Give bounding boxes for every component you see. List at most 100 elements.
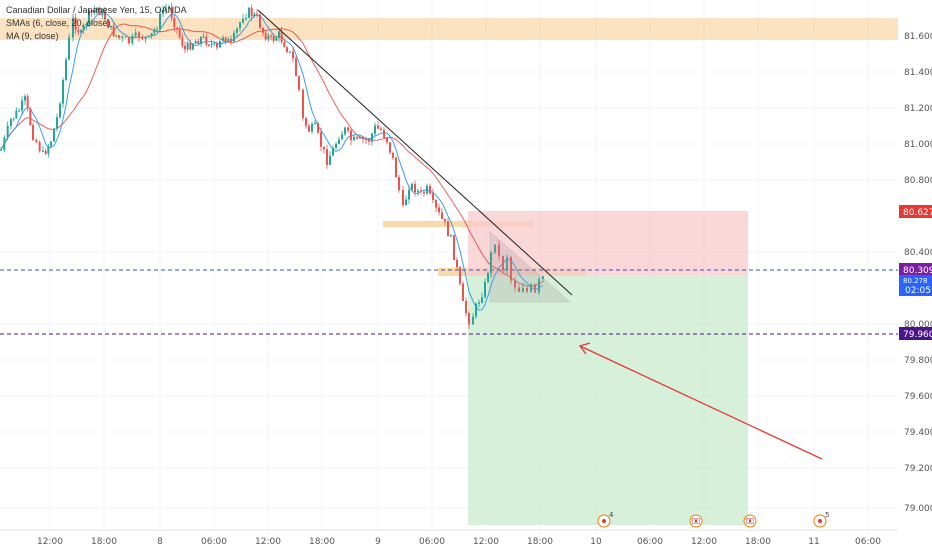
candle-body [286, 47, 288, 52]
red-arrow-head [578, 342, 591, 355]
candle-body [435, 200, 437, 208]
candle-body [239, 22, 241, 29]
candle-body [29, 108, 32, 126]
ma-indicator-label[interactable]: MA (9, close) [6, 31, 59, 41]
candle-body [118, 35, 120, 38]
candle-body [383, 129, 385, 138]
time-tick-label: 06:00 [201, 537, 227, 547]
time-tick-label: 06:00 [419, 537, 445, 547]
candle-body [56, 117, 58, 129]
candle-body [262, 27, 264, 33]
candle-body [374, 125, 376, 134]
candle-body [450, 235, 452, 237]
candle-body [278, 31, 280, 38]
event-count: 5 [825, 511, 829, 519]
candle-body [134, 32, 137, 36]
candle-body [487, 272, 489, 282]
descending-trendline[interactable] [257, 9, 573, 296]
candle-body [341, 134, 343, 140]
sma-fast-line [0, 10, 544, 311]
candle-body [18, 110, 20, 112]
candle-body [88, 10, 90, 25]
candle-body [405, 199, 407, 206]
time-tick-label: 12:00 [473, 537, 499, 547]
candle-body [93, 9, 96, 13]
candle-body [386, 137, 388, 143]
candle-body [38, 142, 41, 152]
candle-body [65, 59, 67, 80]
candle-body [213, 43, 216, 45]
time-tick-label: 18:00 [309, 537, 335, 547]
candle-body [6, 125, 9, 138]
candle-body [222, 37, 224, 41]
price-tick-label: 80.800 [904, 176, 932, 186]
candle-body [165, 8, 167, 10]
svg-text:02:05: 02:05 [905, 286, 931, 296]
price-tick-label: 79.200 [904, 464, 932, 474]
candle-body [362, 137, 364, 140]
canada-flag-icon[interactable] [743, 514, 757, 528]
time-tick-label: 11 [808, 537, 819, 547]
candle-body [62, 79, 64, 104]
candle-body [10, 119, 12, 126]
candle-body [80, 30, 82, 33]
symbol-title[interactable]: Canadian Dollar / Japanese Yen, 15, OAND… [6, 5, 187, 15]
minor-zone [383, 221, 533, 227]
candle-body [178, 29, 181, 38]
candle-body [208, 44, 210, 46]
candle-body [24, 96, 26, 101]
candle-body [115, 35, 118, 37]
candle-body [302, 89, 304, 119]
canada-flag-icon[interactable] [689, 514, 703, 528]
candle-body [534, 284, 536, 293]
candle-body [248, 7, 250, 18]
svg-text:80.309: 80.309 [903, 266, 932, 276]
candle-body [478, 302, 480, 304]
triangle-pattern[interactable] [489, 231, 571, 303]
candle-body [210, 43, 213, 46]
candle-body [242, 18, 244, 23]
candle-body [96, 7, 98, 10]
candle-body [447, 221, 449, 237]
candle-body [32, 125, 34, 140]
candle-body [414, 183, 416, 193]
time-tick-label: 9 [375, 537, 381, 547]
news-icon[interactable]: 5 [813, 511, 829, 528]
time-axis[interactable] [0, 530, 932, 550]
candle-body [423, 191, 425, 194]
time-tick-label: 12:00 [255, 537, 281, 547]
candle-body [420, 190, 422, 192]
svg-text:80.278: 80.278 [903, 277, 928, 285]
candle-body [181, 37, 184, 46]
candle-body [344, 127, 346, 135]
candle-body [192, 43, 194, 50]
red-arrow-shaft [579, 345, 823, 460]
candle-body [141, 37, 144, 39]
sma-indicator-label[interactable]: SMAs (6, close, 20, close) [6, 18, 111, 28]
time-tick-label: 06:00 [855, 537, 881, 547]
take-profit-area[interactable] [468, 275, 748, 525]
candle-body [311, 124, 313, 132]
time-tick-label: 18:00 [91, 537, 117, 547]
candle-body [453, 235, 455, 260]
chart-legend: Canadian Dollar / Japanese Yen, 15, OAND… [6, 4, 187, 43]
news-icon[interactable]: 4 [597, 511, 614, 528]
candle-body [408, 189, 410, 200]
candle-body [264, 32, 267, 40]
stop-price-tag: 80.627 [899, 205, 932, 218]
candle-body [283, 41, 286, 48]
candle-body [402, 189, 404, 206]
candle-body [518, 287, 520, 292]
candle-body [101, 11, 104, 16]
candle-body [59, 103, 61, 118]
candle-body [395, 157, 397, 178]
candle-body [380, 128, 382, 130]
countdown-tag: 02:05 [899, 284, 932, 296]
candle-body [356, 136, 358, 139]
candle-body [227, 38, 230, 43]
candle-body [124, 36, 127, 38]
candle-body [502, 256, 504, 271]
candle-body [162, 9, 164, 14]
